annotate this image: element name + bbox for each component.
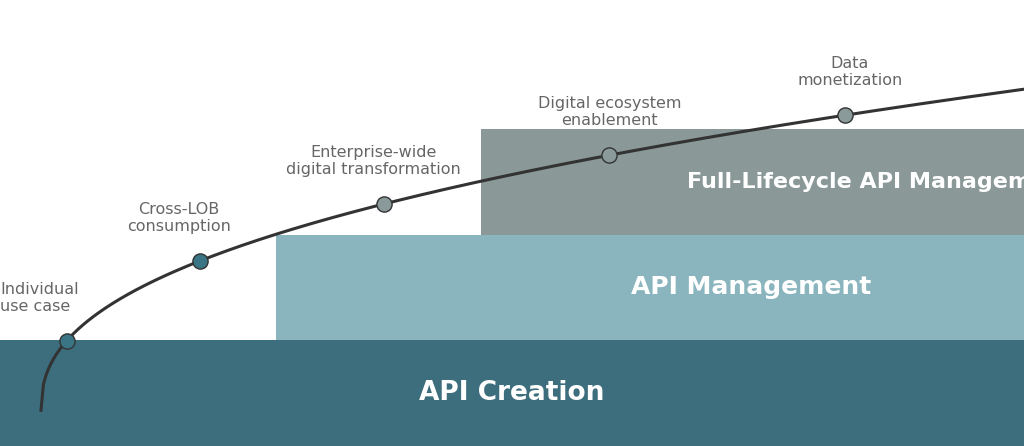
Text: Full-Lifecycle API Management: Full-Lifecycle API Management: [687, 172, 1024, 192]
Text: API Creation: API Creation: [419, 380, 605, 406]
Point: [601, 152, 617, 159]
Text: Cross-LOB
consumption: Cross-LOB consumption: [127, 202, 231, 234]
Bar: [481, 129, 1024, 235]
Point: [837, 112, 853, 119]
Text: Individual
use case: Individual use case: [0, 282, 79, 314]
Point: [191, 257, 208, 264]
Point: [58, 337, 75, 344]
Bar: [276, 235, 1024, 340]
Bar: [0, 340, 1024, 446]
Text: Data
monetization: Data monetization: [798, 56, 902, 88]
Text: API Management: API Management: [631, 276, 871, 299]
Text: Enterprise-wide
digital transformation: Enterprise-wide digital transformation: [287, 145, 461, 177]
Text: Digital ecosystem
enablement: Digital ecosystem enablement: [538, 96, 681, 128]
Point: [376, 200, 392, 207]
